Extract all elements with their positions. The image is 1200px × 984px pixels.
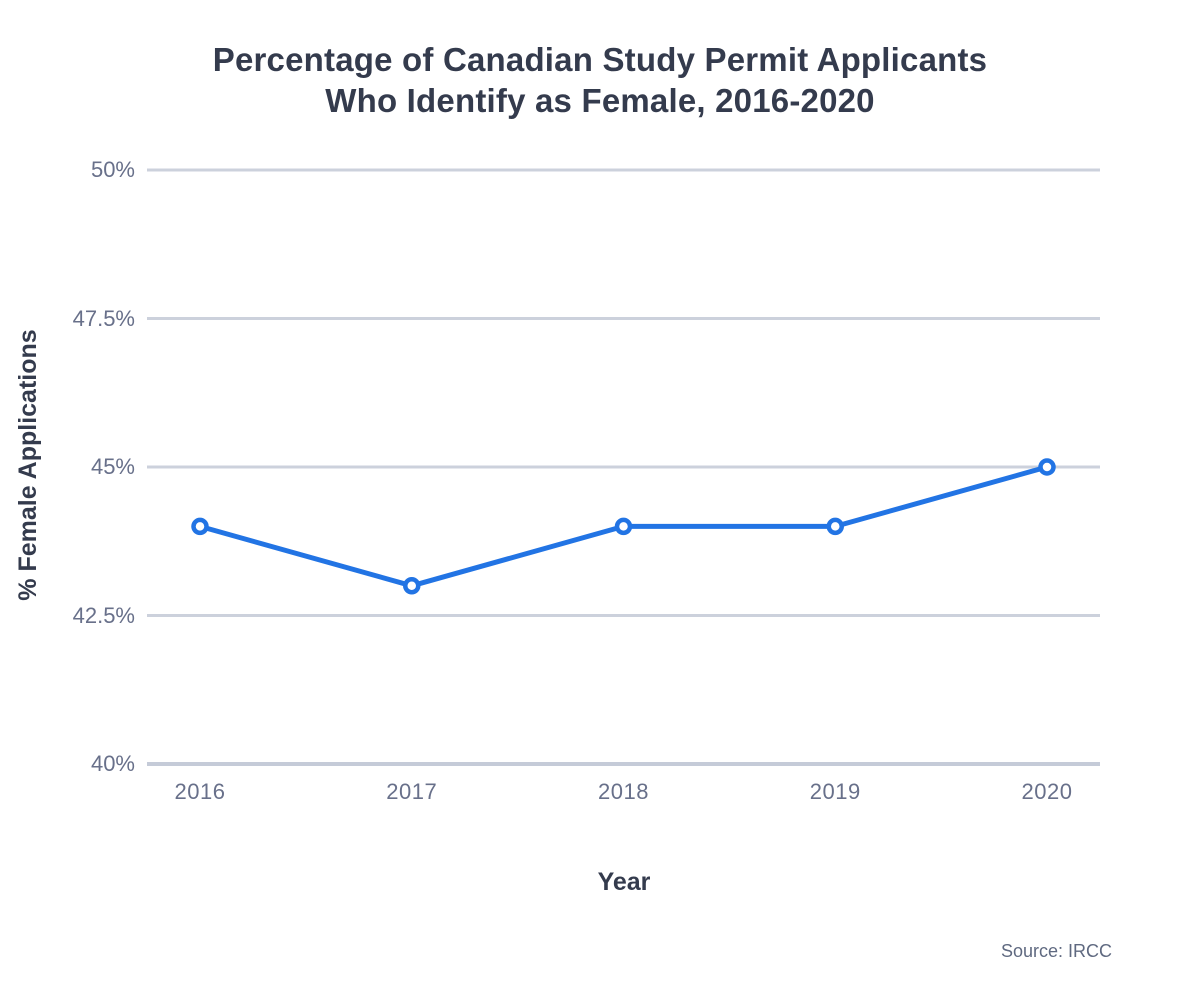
source-note: Source: IRCC — [1000, 941, 1112, 961]
data-point-2017 — [403, 577, 421, 595]
chart-title-line-1: Percentage of Canadian Study Permit Appl… — [212, 41, 988, 78]
y-tick-label: 42.5% — [72, 602, 135, 628]
y-tick-label: 40% — [90, 751, 135, 776]
x-tick-label: 2020 — [1021, 779, 1073, 804]
x-tick-label: 2019 — [809, 779, 861, 804]
y-tick-label: 45% — [90, 454, 135, 479]
chart-title: Percentage of Canadian Study Permit Appl… — [0, 40, 1200, 122]
x-tick-label: 2016 — [174, 779, 226, 804]
data-point-2016 — [191, 517, 209, 536]
x-axis-title: Year — [597, 868, 651, 896]
data-point-2018 — [614, 517, 633, 536]
data-point-2019 — [826, 517, 844, 536]
y-tick-label: 50% — [90, 157, 135, 182]
x-tick-label: 2017 — [386, 779, 438, 804]
x-tick-label: 2018 — [598, 779, 649, 804]
y-tick-label: 47.5% — [72, 305, 135, 331]
data-point-2020 — [1038, 458, 1056, 476]
chart-title-line-2: Who Identify as Female, 2016-2020 — [325, 81, 875, 119]
